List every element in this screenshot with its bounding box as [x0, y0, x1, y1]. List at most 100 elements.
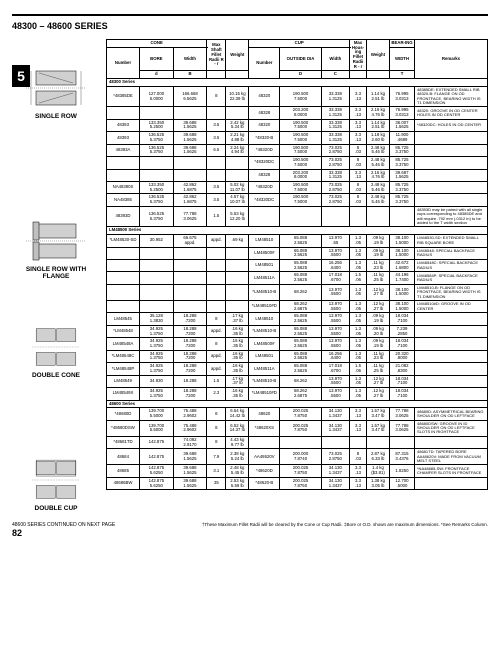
table-cell: LM48500# [249, 247, 280, 259]
table-cell: 190.5007.5000 [280, 144, 321, 156]
table-cell: 1.18 kg2.60 lb [367, 132, 390, 144]
table-cell: 87.3153.4376 [390, 449, 415, 465]
table-cell: LM48510 [249, 313, 280, 325]
table-cell: LM48548: SPECIAL BACKFACE RADIUS [415, 247, 488, 259]
table-cell: .16 kg.35 lb [226, 325, 249, 337]
table-cell: 136.5255.3750 [140, 194, 174, 206]
table-cell: 39.6881.5625 [173, 119, 207, 131]
table-cell: 42.8621.6875 [173, 194, 207, 206]
table-cell: 17.018.6700 [321, 363, 349, 375]
table-cell: NA48390S [107, 181, 140, 193]
table-cell: .12 kg.27 lb [367, 284, 390, 300]
table-cell: 1.3.05 [350, 259, 367, 271]
table-cell: 190.5007.5000 [280, 132, 321, 144]
table-cell: appd. [207, 363, 226, 375]
table-cell: 68.262 [280, 375, 321, 387]
table-cell: 48328 [249, 169, 280, 181]
table-cell: 48320 [249, 119, 280, 131]
number2-header: Number [249, 47, 280, 78]
table-cell: 30.952 [140, 235, 174, 247]
table-cell [415, 388, 488, 400]
table-cell: 18.288.7200 [173, 313, 207, 325]
table-cell: *LM48510-B [249, 284, 280, 300]
table-cell: appd. [207, 350, 226, 362]
table-cell: 203.2008.0000 [280, 107, 321, 119]
table-cell: 68.262 [280, 284, 321, 300]
table-cell: 8 [207, 338, 226, 350]
single-row-flange-diagram [21, 218, 91, 264]
table-cell: 13.970.55 [321, 235, 349, 247]
single-row-label: SINGLE ROW [12, 113, 100, 120]
table-cell: LM48510 [249, 235, 280, 247]
table-cell: *48320DC: HOLES IN OD CENTER [415, 119, 488, 131]
table-cell: 3.3.13 [350, 107, 367, 119]
table-cell: 48385DE: EXTENDED SMALL RIB 48320-B: FLA… [415, 86, 488, 107]
table-cell [390, 436, 415, 448]
table-cell [226, 272, 249, 284]
bearing-table: CONE Max Shaft Fillet Radii R - r Weight… [106, 39, 488, 490]
table-cell: LM48511A [249, 272, 280, 284]
table-cell: 77.7883.0625 [173, 206, 207, 227]
table-cell: 34.9251.3750 [140, 350, 174, 362]
table-cell: 1.57 kg3.47 lb [367, 408, 390, 420]
table-cell: 39.6871.5625 [390, 169, 415, 181]
table-cell: 139.7005.5000 [140, 420, 174, 436]
table-cell: *48320DC [249, 157, 280, 169]
D-sym: D [280, 71, 321, 79]
table-cell: 18.034.7100 [390, 338, 415, 350]
table-cell: 8 [207, 436, 226, 448]
table-cell: 6.5 [207, 144, 226, 156]
table-cell: 48685 [107, 465, 140, 477]
table-cell: 3.5 [207, 181, 226, 193]
table-cell [173, 259, 207, 271]
table-cell: *LM48510-B [249, 325, 280, 337]
table-cell [140, 157, 174, 169]
table-cell: 3.3.13 [350, 169, 367, 181]
table-cell: 7.239.2850 [390, 325, 415, 337]
table-cell: 34.930 [140, 375, 174, 387]
page-header: 48300 – 48600 SERIES [12, 14, 488, 31]
table-cell: 3.5 [207, 119, 226, 131]
table-cell: appd. [207, 235, 226, 247]
table-cell: 16.256.6400 [321, 259, 349, 271]
table-cell: 3.5 [207, 132, 226, 144]
table-cell: 3.5 [207, 194, 226, 206]
table-cell: *LM48510#D [249, 301, 280, 313]
table-cell [207, 259, 226, 271]
table-cell [107, 247, 140, 259]
table-cell: 2.48 kg5.45 lb [226, 465, 249, 477]
table-cell: 38.1001.5000 [390, 247, 415, 259]
table-cell: 1.5 [207, 206, 226, 227]
table-cell: 68.2622.6875 [280, 301, 321, 313]
table-cell: 85.7253.3750 [390, 194, 415, 206]
table-cell: *48320D [249, 181, 280, 193]
table-cell [173, 107, 207, 119]
table-cell: 2.42 kg5.34 lb [226, 119, 249, 131]
table-cell: 16.256.6400 [321, 350, 349, 362]
table-cell: 85.7253.3750 [390, 157, 415, 169]
table-cell: 73.0252.8750 [321, 194, 349, 206]
table-cell: LM48549X [107, 388, 140, 400]
table-cell: NA48385 [107, 194, 140, 206]
table-cell: 1.5.06 [350, 363, 367, 375]
table-cell: .09 kg.19 lb [367, 338, 390, 350]
table-cell: .17 kg.37 lb [226, 375, 249, 387]
table-cell: LM48511A [249, 363, 280, 375]
double-cone-label: DOUBLE CONE [12, 372, 100, 379]
table-cell: 13.970.5500 [321, 247, 349, 259]
table-cell: 48393D may be paired with all single cup… [415, 206, 488, 227]
table-cell [140, 169, 174, 181]
table-cell: .09 kg.19 lb [367, 235, 390, 247]
table-cell: 34.9251.3750 [140, 338, 174, 350]
table-cell: 203.2008.0000 [280, 169, 321, 181]
table-cell [367, 206, 390, 227]
table-cell: *LM48548 [107, 325, 140, 337]
table-cell: *48680D [107, 408, 140, 420]
table-cell [226, 169, 249, 181]
table-cell: 13.970.5500 [321, 375, 349, 387]
table-cell: 38.1001.5000 [390, 235, 415, 247]
table-cell: 18.288.7200 [173, 388, 207, 400]
table-cell: 2.3 [207, 388, 226, 400]
table-cell: 200.0257.8750 [280, 465, 321, 477]
width-header: Width [173, 47, 207, 71]
